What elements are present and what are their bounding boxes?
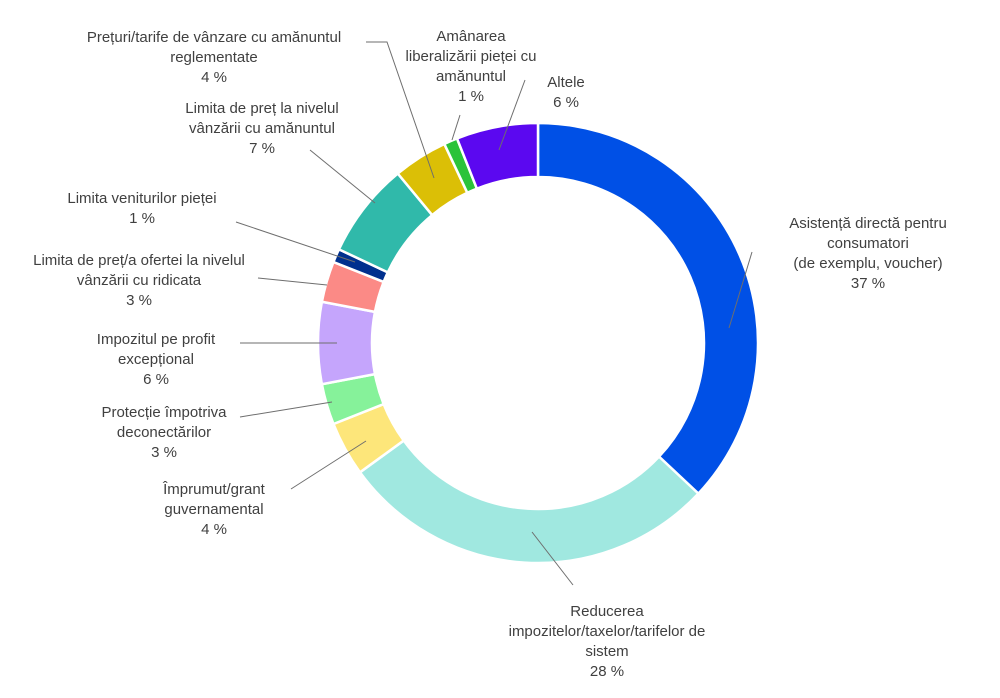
slice-category-label: Asistență directă pentru [789,215,947,232]
chart-labels: Asistență directă pentru consumatori (de e… [33,28,947,680]
donut-slice-1 [358,438,701,565]
slice-category-label: consumatori [827,235,909,252]
slice-label-9: Amânarea liberalizării pieței cu amănuntul… [406,28,537,105]
slice-category-label: deconectărilor [117,424,211,441]
leader-line-5 [257,277,328,286]
leader-line-8 [366,41,435,179]
leader-line-1 [531,531,574,586]
slice-value-label: 1 % [129,210,155,227]
donut-slice-0 [536,121,760,496]
slice-category-label: Impozitul pe profit [97,331,216,348]
slice-label-3: Protecție împotriva deconectărilor 3 % [101,404,227,461]
slice-category-label: Limita de preț la nivelul [185,100,338,117]
slice-label-1: Reducerea impozitelor/taxelor/tarifelor d… [509,603,706,680]
leader-line-7 [309,149,376,204]
leader-line-3 [239,401,333,418]
slice-category-label: sistem [585,643,628,660]
slice-category-label: liberalizării pieței cu [406,48,537,65]
slice-label-2: Împrumut/grant guvernamental 4 % [162,481,266,538]
slice-label-0: Asistență directă pentru consumatori (de e… [789,215,947,292]
slice-value-label: 3 % [151,444,177,461]
slice-value-label: 6 % [553,94,579,111]
slice-category-label: (de exemplu, voucher) [793,255,942,272]
slice-label-7: Limita de preț la nivelul vânzării cu amă… [185,100,338,157]
slice-value-label: 6 % [143,371,169,388]
slice-label-5: Limita de preț/a ofertei la nivelul vânză… [33,252,245,309]
slice-category-label: Protecție împotriva [101,404,227,421]
slice-category-label: Limita de preț/a ofertei la nivelul [33,252,245,269]
slice-category-label: Limita veniturilor pieței [67,190,216,207]
chart-leader-lines [235,41,753,586]
slice-category-label: impozitelor/taxelor/tarifelor de [509,623,706,640]
slice-label-10: Altele 6 % [547,74,585,111]
leader-line-0 [728,251,753,329]
slice-value-label: 1 % [458,88,484,105]
slice-category-label: Reducerea [570,603,644,620]
slice-category-label: excepțional [118,351,194,368]
slice-category-label: reglementate [170,49,258,66]
slice-category-label: Amânarea [436,28,506,45]
slice-label-6: Limita veniturilor pieței 1 % [67,190,216,227]
slice-value-label: 7 % [249,140,275,157]
slice-category-label: vânzării cu ridicata [77,272,202,289]
slice-value-label: 4 % [201,69,227,86]
chart-slices [316,121,760,565]
slice-category-label: amănuntul [436,68,506,85]
slice-category-label: Împrumut/grant [162,481,266,498]
leader-line-9 [451,114,461,141]
slice-category-label: Altele [547,74,585,91]
leader-line-6 [235,221,356,263]
donut-slice-10 [455,121,540,191]
slice-label-8: Prețuri/tarife de vânzare cu amănuntul re… [87,29,341,86]
slice-category-label: Prețuri/tarife de vânzare cu amănuntul [87,29,341,46]
slice-category-label: guvernamental [164,501,263,518]
slice-value-label: 4 % [201,521,227,538]
slice-category-label: vânzării cu amănuntul [189,120,335,137]
leader-line-10 [498,79,526,151]
slice-value-label: 3 % [126,292,152,309]
slice-value-label: 37 % [851,275,885,292]
slice-value-label: 28 % [590,663,624,680]
leader-line-2 [290,440,367,490]
slice-label-4: Impozitul pe profit excepțional 6 % [97,331,216,388]
